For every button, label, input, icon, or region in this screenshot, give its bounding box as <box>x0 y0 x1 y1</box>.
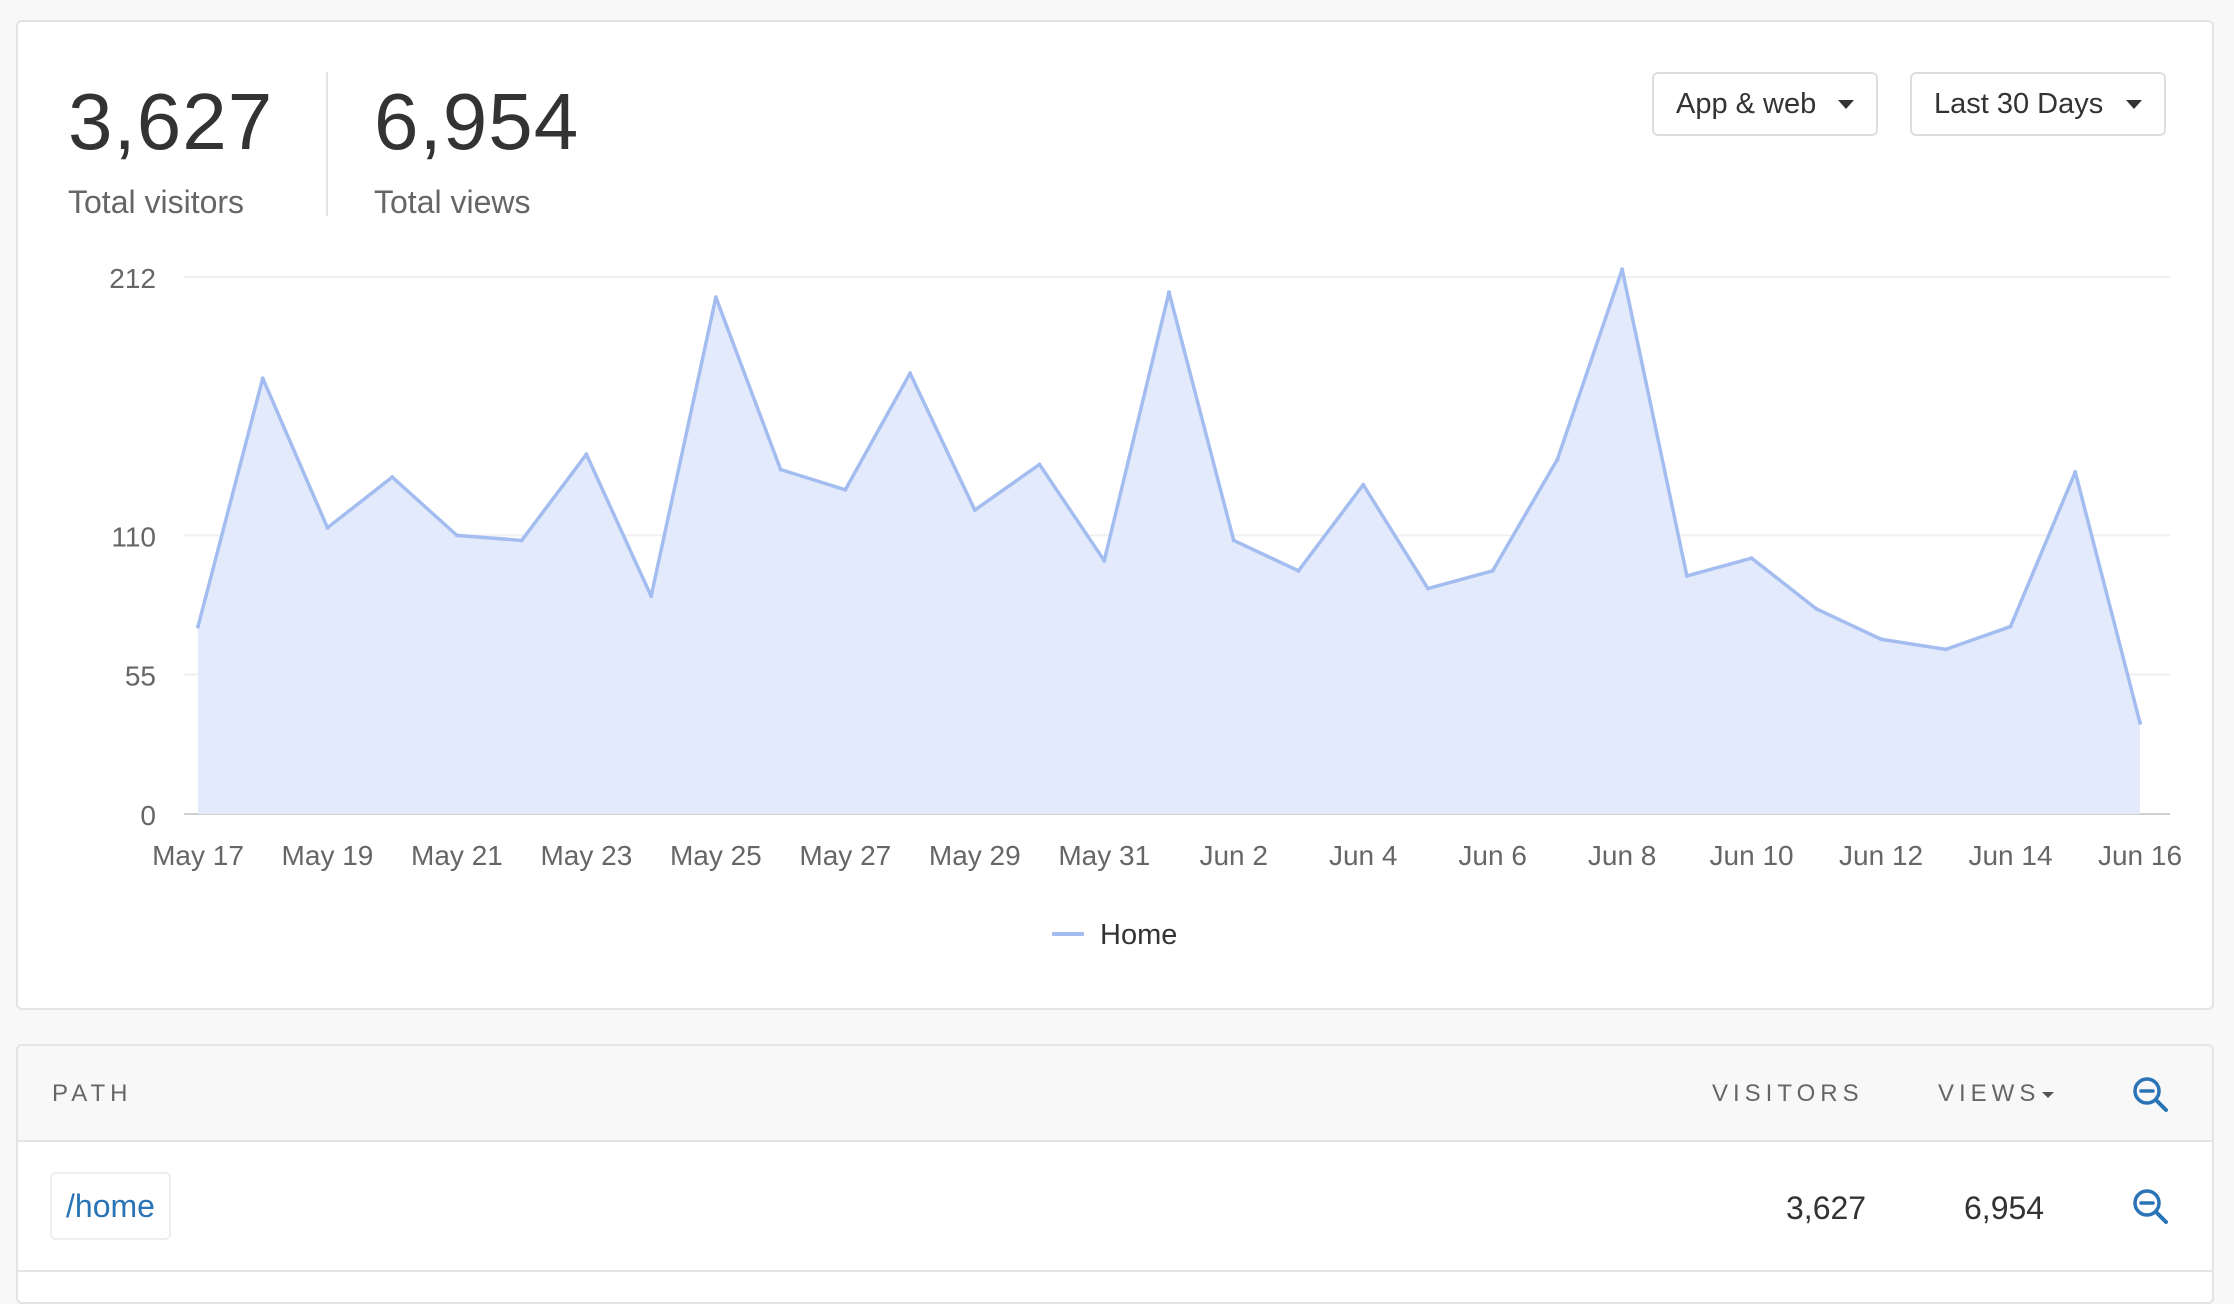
zoom-out-icon[interactable] <box>2130 1186 2170 1226</box>
x-tick-label: May 29 <box>929 840 1021 871</box>
data-point <box>1555 457 1560 462</box>
path-link-home[interactable]: /home <box>50 1172 171 1240</box>
paths-table: Path Visitors Views /home 3,627 6,954 <box>16 1044 2214 1304</box>
data-point <box>2138 720 2142 725</box>
x-tick-label: Jun 10 <box>1710 840 1794 871</box>
visitors-column-header[interactable]: Visitors <box>1712 1080 1864 1107</box>
data-point <box>454 533 459 538</box>
data-point <box>1296 568 1301 573</box>
row-views-value: 6,954 <box>1964 1190 2045 1226</box>
sort-desc-icon <box>2042 1091 2055 1098</box>
x-tick-label: Jun 2 <box>1199 840 1268 871</box>
date-range-dropdown[interactable]: Last 30 Days <box>1910 72 2166 136</box>
platform-dropdown[interactable]: App & web <box>1652 72 1878 136</box>
data-point <box>1361 482 1366 487</box>
data-point <box>260 376 265 381</box>
chevron-down-icon <box>2126 99 2142 109</box>
data-point <box>196 624 200 629</box>
x-tick-label: Jun 4 <box>1329 840 1398 871</box>
y-tick-label: 0 <box>140 800 156 831</box>
visitors-area-chart: 0 55 110 212 May 17 May 19 May 21 May 23 May 25 M… <box>109 263 2182 951</box>
data-point <box>1943 647 1948 652</box>
data-point <box>325 525 330 530</box>
total-views-value: 6,954 <box>374 77 580 166</box>
chevron-down-icon <box>1838 99 1854 109</box>
views-column-header[interactable]: Views <box>1938 1080 2055 1108</box>
x-tick-label: May 19 <box>282 840 374 871</box>
data-point <box>1879 637 1884 642</box>
data-point <box>1102 558 1107 563</box>
total-visitors-metric: 3,627 Total visitors <box>68 82 273 221</box>
total-visitors-label: Total visitors <box>68 184 245 220</box>
series-area-home <box>198 269 2140 814</box>
data-point <box>1231 538 1236 543</box>
data-point <box>1167 290 1171 295</box>
data-point <box>778 467 783 472</box>
data-point <box>908 371 913 376</box>
y-tick-label: 110 <box>111 521 156 552</box>
x-tick-label: May 27 <box>799 840 891 871</box>
data-point <box>1037 462 1042 467</box>
x-tick-label: May 23 <box>540 840 632 871</box>
row-visitors-value: 3,627 <box>1786 1190 1867 1226</box>
total-views-label: Total views <box>374 184 531 220</box>
x-tick-label: May 21 <box>411 840 503 871</box>
data-point <box>519 538 524 543</box>
zoom-out-icon[interactable] <box>2130 1074 2170 1114</box>
x-tick-label: Jun 14 <box>1968 840 2052 871</box>
data-point <box>1684 573 1689 578</box>
data-point <box>713 295 718 300</box>
analytics-card: 3,627 Total visitors 6,954 Total views A… <box>16 20 2214 1010</box>
data-point <box>1425 586 1430 591</box>
data-point <box>649 594 654 599</box>
total-views-metric: 6,954 Total views <box>374 82 579 221</box>
table-row: /home 3,627 6,954 <box>18 1142 2212 1272</box>
data-point <box>843 487 848 492</box>
data-point <box>2073 470 2078 475</box>
x-tick-label: Jun 8 <box>1588 840 1657 871</box>
x-tick-label: May 31 <box>1058 840 1150 871</box>
x-tick-label: Jun 16 <box>2098 840 2182 871</box>
x-tick-label: May 25 <box>670 840 762 871</box>
path-column-header: Path <box>52 1080 133 1107</box>
data-point <box>1620 267 1625 272</box>
date-range-dropdown-label: Last 30 Days <box>1934 87 2104 120</box>
data-point <box>390 475 395 480</box>
x-tick-label: Jun 12 <box>1839 840 1923 871</box>
data-point <box>1749 556 1754 561</box>
data-point <box>2008 624 2013 629</box>
data-point <box>1814 606 1819 611</box>
x-tick-label: May 17 <box>152 840 244 871</box>
views-column-header-label: Views <box>1938 1080 2041 1107</box>
y-tick-label: 55 <box>125 661 156 692</box>
metric-divider <box>326 72 328 216</box>
table-header: Path Visitors Views <box>18 1046 2212 1142</box>
y-tick-label: 212 <box>109 263 156 294</box>
data-point <box>584 452 589 457</box>
total-visitors-value: 3,627 <box>68 77 274 166</box>
legend-label-home: Home <box>1100 919 1177 951</box>
data-point <box>1490 568 1495 573</box>
data-point <box>972 508 977 513</box>
platform-dropdown-label: App & web <box>1676 87 1817 120</box>
x-tick-label: Jun 6 <box>1458 840 1527 871</box>
